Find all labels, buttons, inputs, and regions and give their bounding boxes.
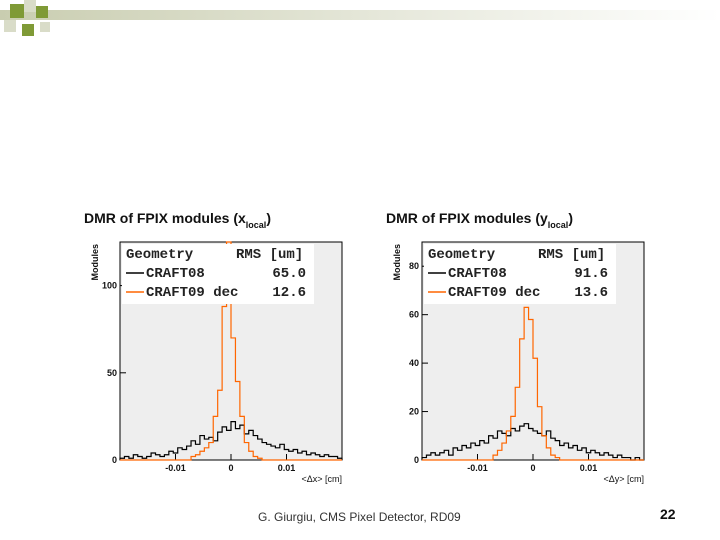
histogram-x-local: DMR of FPIX modules (xlocal) 0 50 100 -0.01… [84, 210, 344, 490]
legend-header-rms: RMS [um] [236, 247, 303, 263]
y-tick-label: 50 [107, 368, 117, 378]
legend-box [424, 244, 616, 304]
series-line-craft08 [421, 423, 644, 461]
chart-title: DMR of FPIX modules (xlocal) [84, 210, 271, 230]
series-line-craft09 [120, 241, 342, 461]
legend-header-rms: RMS [um] [538, 247, 605, 263]
corner-decoration [0, 0, 720, 36]
header-fade-bar [0, 10, 720, 20]
chart-title: DMR of FPIX modules (ylocal) [386, 210, 573, 230]
legend: Geometry RMS [um] CRAFT08 65.0 CRAFT09 dec 12… [122, 244, 314, 304]
histogram-plot: 0 50 100 -0.01 0 0.01 <Δx> [cm] Modules Geometry… [90, 241, 343, 484]
x-axis-label: <Δx> [cm] [301, 474, 342, 484]
histogram-plot: 0 20 40 60 80 -0.01 0 0.01 <Δy> [cm] Modules Geome… [392, 241, 645, 484]
page-number: 22 [660, 506, 676, 522]
y-tick-label: 80 [409, 261, 419, 271]
x-axis-label: <Δy> [cm] [603, 474, 644, 484]
y-tick-label: 40 [409, 358, 419, 368]
series-line-craft09 [422, 306, 644, 461]
series-line-craft08 [119, 421, 343, 460]
y-tick-label: 60 [409, 310, 419, 320]
legend: Geometry RMS [um] CRAFT08 91.6 CRAFT09 dec 13… [424, 244, 616, 304]
legend-entry-rms: 13.6 [574, 285, 608, 301]
x-tick-label: 0.01 [278, 463, 296, 473]
x-tick-label: 0 [228, 463, 233, 473]
x-tick-label: -0.01 [165, 463, 186, 473]
legend-entry-name: CRAFT08 [146, 266, 205, 282]
legend-box [122, 244, 314, 304]
y-tick-label: 0 [112, 455, 117, 465]
legend-entry-rms: 12.6 [272, 285, 306, 301]
y-tick-label: 100 [102, 281, 117, 291]
deco-square [4, 20, 16, 32]
y-tick-label: 20 [409, 407, 419, 417]
x-tick-label: 0 [530, 463, 535, 473]
legend-header-geometry: Geometry [126, 247, 194, 263]
deco-square [10, 4, 24, 18]
histogram-y-local: DMR of FPIX modules (ylocal) 0 20 40 60 80 -0… [386, 210, 646, 490]
legend-entry-rms: 91.6 [574, 266, 608, 282]
y-axis-label: Modules [90, 244, 100, 281]
legend-entry-name: CRAFT09 dec [146, 285, 238, 301]
legend-entry-name: CRAFT08 [448, 266, 507, 282]
legend-header-geometry: Geometry [428, 247, 496, 263]
deco-square [24, 0, 36, 12]
legend-entry-rms: 65.0 [272, 266, 306, 282]
y-axis-label: Modules [392, 244, 402, 281]
deco-square [40, 22, 50, 32]
x-tick-label: -0.01 [467, 463, 488, 473]
deco-square [36, 6, 48, 18]
y-tick-label: 0 [414, 455, 419, 465]
x-tick-label: 0.01 [580, 463, 598, 473]
deco-square [22, 24, 34, 36]
legend-entry-name: CRAFT09 dec [448, 285, 540, 301]
footer-credit: G. Giurgiu, CMS Pixel Detector, RD09 [258, 510, 461, 524]
